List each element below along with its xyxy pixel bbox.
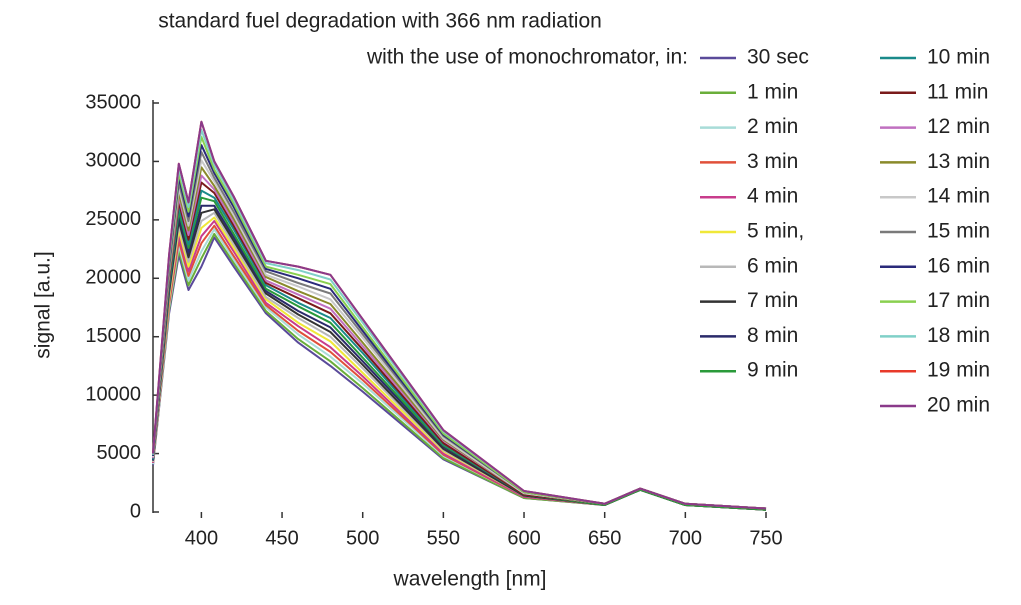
x-tick-label: 600 [507, 527, 540, 549]
legend-label: 8 min [747, 324, 798, 347]
y-tick-label: 35000 [85, 91, 141, 113]
legend-label: 2 min [747, 115, 798, 138]
x-tick-label: 550 [427, 527, 460, 549]
y-tick-label: 15000 [85, 325, 141, 347]
legend-label: 5 min, [747, 220, 804, 243]
legend-label: 13 min [927, 150, 990, 173]
legend-label: 30 sec [747, 46, 809, 69]
legend-label: 17 min [927, 289, 990, 312]
x-tick-label: 500 [346, 527, 379, 549]
y-tick-label: 10000 [85, 383, 141, 405]
x-tick-label: 750 [749, 527, 782, 549]
x-axis-label: wavelength [nm] [393, 568, 547, 591]
y-tick-label: 30000 [85, 150, 141, 172]
legend-label: 11 min [927, 80, 988, 103]
chart-title: standard fuel degradation with 366 nm ra… [158, 10, 602, 33]
legend-label: 14 min [927, 185, 990, 208]
legend-label: 4 min [747, 185, 798, 208]
legend-label: 12 min [927, 115, 990, 138]
y-tick-label: 5000 [97, 442, 142, 464]
legend-label: 10 min [927, 46, 990, 69]
legend-label: 1 min [747, 80, 798, 103]
legend-label: 15 min [927, 220, 990, 243]
y-tick-label: 0 [130, 500, 141, 522]
legend-label: 7 min [747, 289, 798, 312]
legend-label: 9 min [747, 359, 798, 382]
y-axis-label: signal [a.u.] [32, 251, 55, 358]
x-tick-label: 400 [185, 527, 218, 549]
legend-label: 3 min [747, 150, 798, 173]
x-tick-label: 650 [588, 527, 621, 549]
chart-subtitle: with the use of monochromator, in: [366, 46, 688, 69]
legend-label: 6 min [747, 254, 798, 277]
y-tick-label: 20000 [85, 267, 141, 289]
legend-label: 16 min [927, 254, 990, 277]
legend-label: 18 min [927, 324, 990, 347]
legend-label: 19 min [927, 359, 990, 382]
series-line [152, 120, 767, 510]
legend-label: 20 min [927, 394, 990, 417]
x-tick-label: 700 [669, 527, 702, 549]
x-tick-label: 450 [265, 527, 298, 549]
y-tick-label: 25000 [85, 208, 141, 230]
